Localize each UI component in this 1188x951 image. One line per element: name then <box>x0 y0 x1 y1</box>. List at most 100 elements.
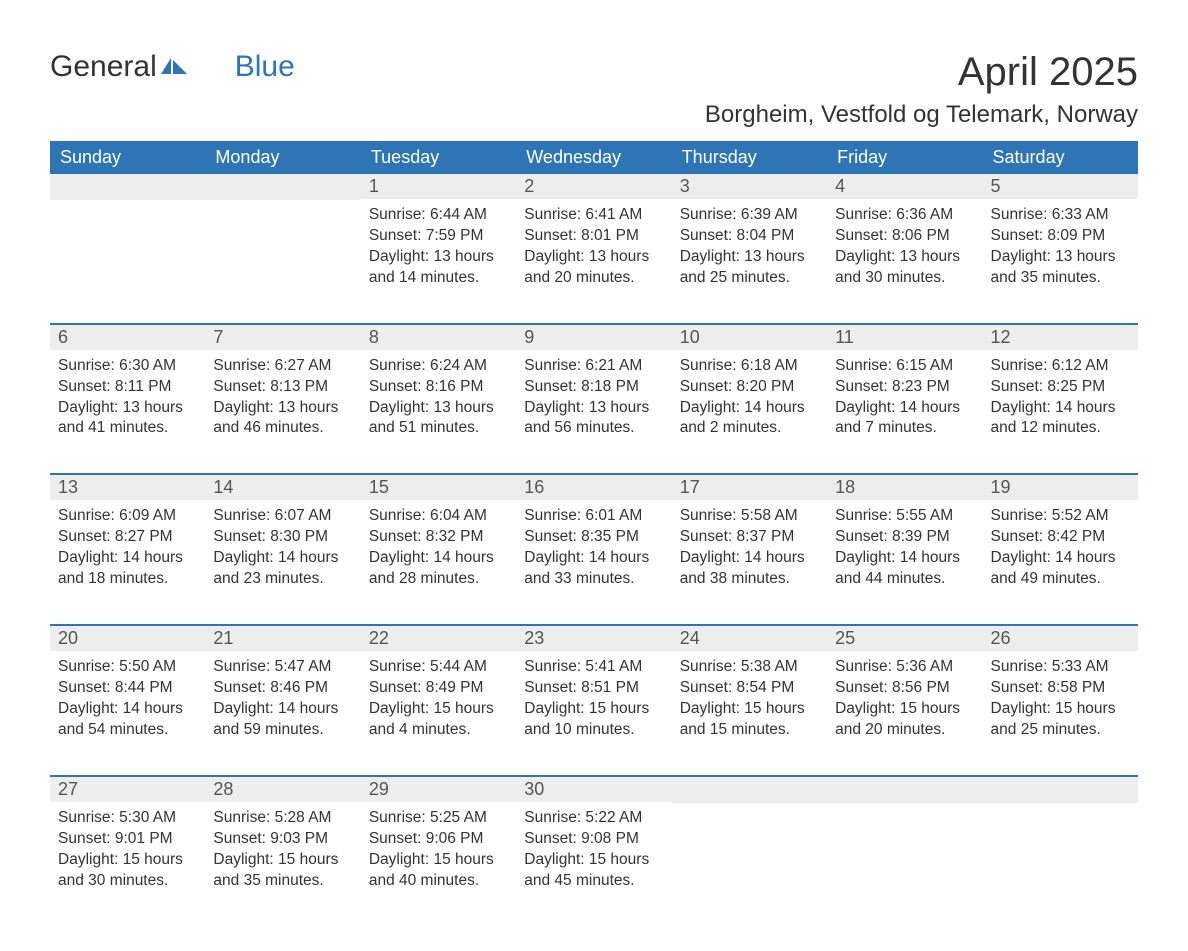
day-cell: 4Sunrise: 6:36 AMSunset: 8:06 PMDaylight… <box>827 174 982 299</box>
sunrise-text: Sunrise: 5:22 AM <box>524 808 663 829</box>
week-row: 13Sunrise: 6:09 AMSunset: 8:27 PMDayligh… <box>50 473 1138 600</box>
daylight-text: Daylight: 14 hours and 44 minutes. <box>835 548 974 590</box>
day-number: 12 <box>983 325 1138 350</box>
sunset-text: Sunset: 8:58 PM <box>991 678 1130 699</box>
day-content: Sunrise: 5:25 AMSunset: 9:06 PMDaylight:… <box>361 802 516 902</box>
brand-logo: General Blue <box>50 50 295 84</box>
sunset-text: Sunset: 8:27 PM <box>58 527 197 548</box>
day-cell: 22Sunrise: 5:44 AMSunset: 8:49 PMDayligh… <box>361 626 516 751</box>
sunset-text: Sunset: 8:56 PM <box>835 678 974 699</box>
day-number: 28 <box>205 777 360 802</box>
day-cell: 21Sunrise: 5:47 AMSunset: 8:46 PMDayligh… <box>205 626 360 751</box>
day-number: 16 <box>516 475 671 500</box>
week-row: 6Sunrise: 6:30 AMSunset: 8:11 PMDaylight… <box>50 323 1138 450</box>
day-cell: 16Sunrise: 6:01 AMSunset: 8:35 PMDayligh… <box>516 475 671 600</box>
empty-day <box>983 777 1138 803</box>
weekday-header: Sunday <box>50 141 205 174</box>
sunset-text: Sunset: 8:39 PM <box>835 527 974 548</box>
day-content: Sunrise: 5:50 AMSunset: 8:44 PMDaylight:… <box>50 651 205 751</box>
day-content: Sunrise: 6:27 AMSunset: 8:13 PMDaylight:… <box>205 350 360 450</box>
daylight-text: Daylight: 13 hours and 25 minutes. <box>680 247 819 289</box>
day-content: Sunrise: 6:36 AMSunset: 8:06 PMDaylight:… <box>827 199 982 299</box>
sunrise-text: Sunrise: 6:44 AM <box>369 205 508 226</box>
day-cell: 9Sunrise: 6:21 AMSunset: 8:18 PMDaylight… <box>516 325 671 450</box>
sunset-text: Sunset: 9:08 PM <box>524 829 663 850</box>
daylight-text: Daylight: 14 hours and 38 minutes. <box>680 548 819 590</box>
daylight-text: Daylight: 13 hours and 30 minutes. <box>835 247 974 289</box>
day-cell: 27Sunrise: 5:30 AMSunset: 9:01 PMDayligh… <box>50 777 205 902</box>
sunrise-text: Sunrise: 6:15 AM <box>835 356 974 377</box>
day-content: Sunrise: 5:33 AMSunset: 8:58 PMDaylight:… <box>983 651 1138 751</box>
sunset-text: Sunset: 9:06 PM <box>369 829 508 850</box>
sunset-text: Sunset: 8:01 PM <box>524 226 663 247</box>
sunset-text: Sunset: 8:04 PM <box>680 226 819 247</box>
day-number: 19 <box>983 475 1138 500</box>
day-cell: 28Sunrise: 5:28 AMSunset: 9:03 PMDayligh… <box>205 777 360 902</box>
weekday-header: Tuesday <box>361 141 516 174</box>
sunset-text: Sunset: 8:18 PM <box>524 377 663 398</box>
sunset-text: Sunset: 8:46 PM <box>213 678 352 699</box>
daylight-text: Daylight: 14 hours and 2 minutes. <box>680 398 819 440</box>
sunrise-text: Sunrise: 6:12 AM <box>991 356 1130 377</box>
daylight-text: Daylight: 14 hours and 33 minutes. <box>524 548 663 590</box>
sunrise-text: Sunrise: 5:41 AM <box>524 657 663 678</box>
empty-day <box>827 777 982 803</box>
day-number: 25 <box>827 626 982 651</box>
title-block: April 2025 Borgheim, Vestfold og Telemar… <box>705 50 1138 129</box>
day-cell <box>983 777 1138 902</box>
day-number: 24 <box>672 626 827 651</box>
empty-day <box>205 174 360 200</box>
daylight-text: Daylight: 14 hours and 12 minutes. <box>991 398 1130 440</box>
day-number: 18 <box>827 475 982 500</box>
sunrise-text: Sunrise: 6:24 AM <box>369 356 508 377</box>
day-number: 11 <box>827 325 982 350</box>
sunset-text: Sunset: 9:01 PM <box>58 829 197 850</box>
day-content: Sunrise: 6:01 AMSunset: 8:35 PMDaylight:… <box>516 500 671 600</box>
daylight-text: Daylight: 15 hours and 35 minutes. <box>213 850 352 892</box>
month-title: April 2025 <box>705 50 1138 95</box>
day-content: Sunrise: 6:04 AMSunset: 8:32 PMDaylight:… <box>361 500 516 600</box>
sunrise-text: Sunrise: 5:55 AM <box>835 506 974 527</box>
sunset-text: Sunset: 8:06 PM <box>835 226 974 247</box>
daylight-text: Daylight: 15 hours and 45 minutes. <box>524 850 663 892</box>
day-cell: 18 Sunrise: 5:55 AMSunset: 8:39 PMDayligh… <box>827 475 982 600</box>
sunset-text: Sunset: 8:42 PM <box>991 527 1130 548</box>
day-cell <box>827 777 982 902</box>
sunrise-text: Sunrise: 6:33 AM <box>991 205 1130 226</box>
day-number: 8 <box>361 325 516 350</box>
day-content: Sunrise: 6:21 AMSunset: 8:18 PMDaylight:… <box>516 350 671 450</box>
day-content: Sunrise: 6:39 AMSunset: 8:04 PMDaylight:… <box>672 199 827 299</box>
sunset-text: Sunset: 8:23 PM <box>835 377 974 398</box>
sunrise-text: Sunrise: 6:30 AM <box>58 356 197 377</box>
sunset-text: Sunset: 8:11 PM <box>58 377 197 398</box>
day-cell: 23Sunrise: 5:41 AMSunset: 8:51 PMDayligh… <box>516 626 671 751</box>
brand-part1: General <box>50 50 157 84</box>
daylight-text: Daylight: 14 hours and 7 minutes. <box>835 398 974 440</box>
page-header: General Blue April 2025 Borgheim, Vestfo… <box>50 50 1138 129</box>
sunrise-text: Sunrise: 5:28 AM <box>213 808 352 829</box>
day-cell: 19Sunrise: 5:52 AMSunset: 8:42 PMDayligh… <box>983 475 1138 600</box>
day-content: Sunrise: 6:24 AMSunset: 8:16 PMDaylight:… <box>361 350 516 450</box>
day-cell: 10Sunrise: 6:18 AMSunset: 8:20 PMDayligh… <box>672 325 827 450</box>
day-number: 9 <box>516 325 671 350</box>
brand-part2: Blue <box>235 50 295 84</box>
daylight-text: Daylight: 14 hours and 49 minutes. <box>991 548 1130 590</box>
sunset-text: Sunset: 9:03 PM <box>213 829 352 850</box>
daylight-text: Daylight: 14 hours and 18 minutes. <box>58 548 197 590</box>
empty-day <box>50 174 205 200</box>
day-content: Sunrise: 5:28 AMSunset: 9:03 PMDaylight:… <box>205 802 360 902</box>
brand-flag-icon <box>161 50 187 84</box>
day-content: Sunrise: 5:38 AMSunset: 8:54 PMDaylight:… <box>672 651 827 751</box>
day-content: Sunrise: 6:09 AMSunset: 8:27 PMDaylight:… <box>50 500 205 600</box>
daylight-text: Daylight: 14 hours and 23 minutes. <box>213 548 352 590</box>
sunrise-text: Sunrise: 6:39 AM <box>680 205 819 226</box>
day-number: 10 <box>672 325 827 350</box>
daylight-text: Daylight: 15 hours and 4 minutes. <box>369 699 508 741</box>
sunset-text: Sunset: 8:44 PM <box>58 678 197 699</box>
day-number: 3 <box>672 174 827 199</box>
day-content: Sunrise: 5:44 AMSunset: 8:49 PMDaylight:… <box>361 651 516 751</box>
weekday-header: Monday <box>205 141 360 174</box>
sunset-text: Sunset: 8:35 PM <box>524 527 663 548</box>
day-cell: 12Sunrise: 6:12 AMSunset: 8:25 PMDayligh… <box>983 325 1138 450</box>
daylight-text: Daylight: 15 hours and 30 minutes. <box>58 850 197 892</box>
